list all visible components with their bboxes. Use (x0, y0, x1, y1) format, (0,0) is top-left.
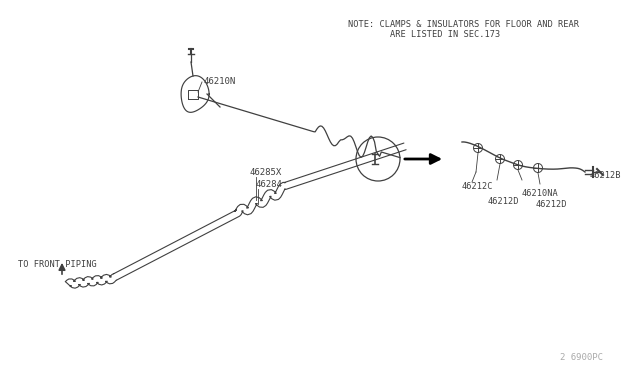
Text: ARE LISTED IN SEC.173: ARE LISTED IN SEC.173 (348, 30, 500, 39)
Text: 46210N: 46210N (204, 77, 236, 87)
Text: NOTE: CLAMPS & INSULATORS FOR FLOOR AND REAR: NOTE: CLAMPS & INSULATORS FOR FLOOR AND … (348, 20, 579, 29)
Text: 2 6900PC: 2 6900PC (560, 353, 603, 362)
Text: 46212C: 46212C (462, 182, 493, 191)
Text: 46212B: 46212B (590, 171, 621, 180)
Text: TO FRONT PIPING: TO FRONT PIPING (18, 260, 97, 269)
Text: 46285X: 46285X (250, 168, 282, 177)
Text: 46212D: 46212D (488, 197, 520, 206)
Text: 46284: 46284 (256, 180, 283, 189)
Text: 46212D: 46212D (536, 200, 568, 209)
Text: 46210NA: 46210NA (522, 189, 559, 198)
